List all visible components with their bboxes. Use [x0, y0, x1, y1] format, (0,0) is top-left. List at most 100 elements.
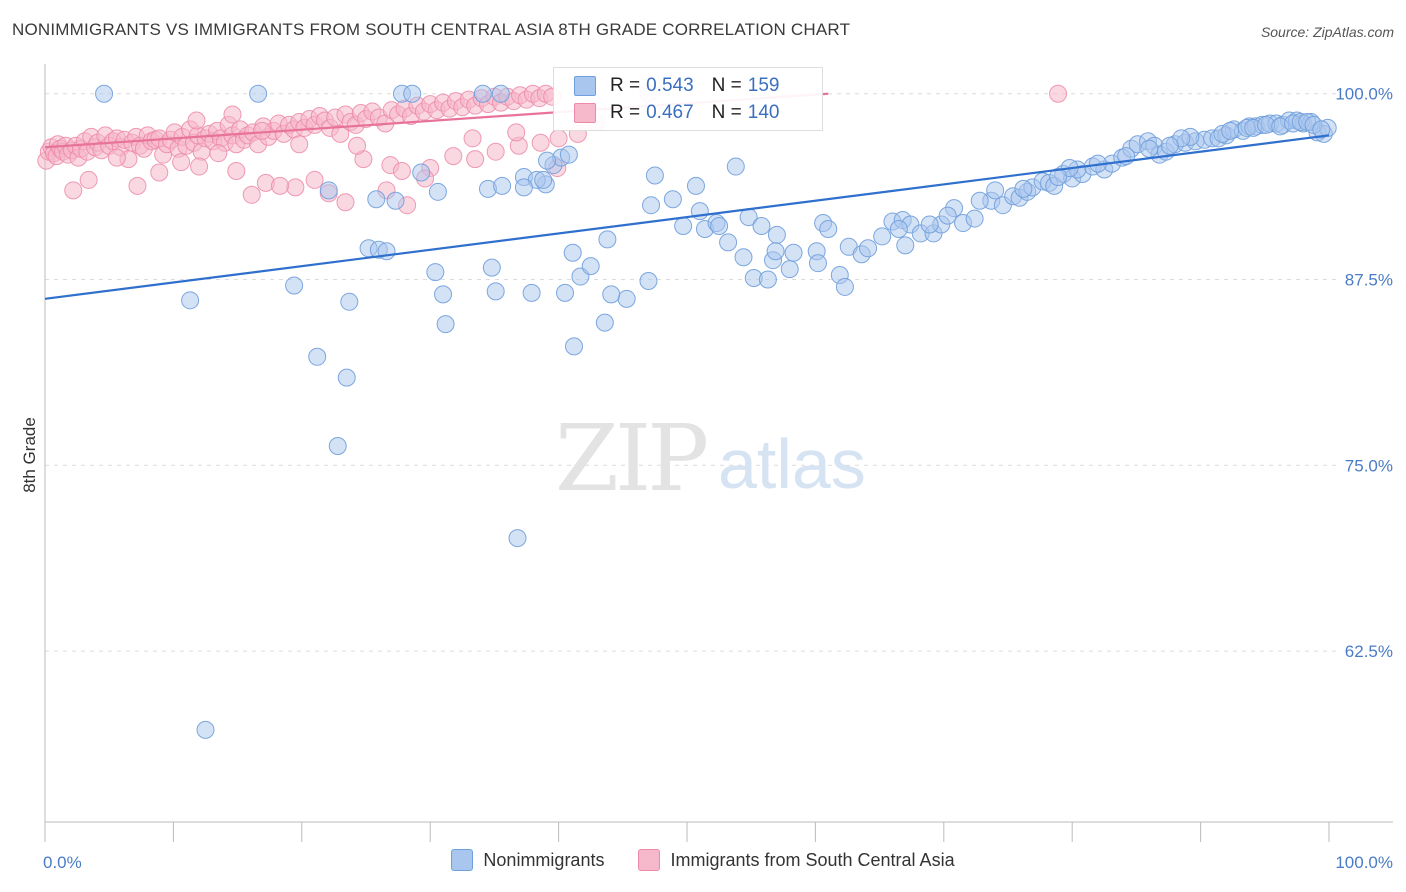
data-point-pink [190, 157, 209, 176]
y-tick-label: 75.0% [1345, 456, 1393, 475]
data-point-pink [270, 176, 289, 195]
data-point-blue [734, 248, 753, 267]
data-point-blue [889, 219, 908, 238]
legend-swatch-blue [451, 849, 474, 871]
y-axis-label: 8th Grade [20, 417, 39, 493]
data-point-blue [645, 166, 664, 185]
data-point-blue [493, 176, 512, 195]
data-point-blue [835, 277, 854, 296]
data-point-blue [508, 529, 527, 548]
data-point-pink [531, 133, 550, 152]
r-value-blue: 0.543 [646, 75, 694, 96]
data-point-pink [242, 185, 261, 204]
data-point-blue [686, 176, 705, 195]
data-point-pink [290, 135, 309, 154]
data-point-blue [819, 219, 838, 238]
data-point-blue [412, 163, 431, 182]
n-label: N = [711, 102, 742, 123]
data-point-blue [340, 292, 359, 311]
data-point-pink [150, 163, 169, 182]
r-label: R = [610, 102, 641, 123]
data-point-pink [305, 170, 324, 189]
r-value-pink: 0.467 [646, 102, 694, 123]
data-point-pink [172, 153, 191, 172]
data-point-pink [486, 142, 505, 161]
legend-item-immigrants[interactable]: Immigrants from South Central Asia [638, 849, 955, 871]
chart-title: NONIMMIGRANTS VS IMMIGRANTS FROM SOUTH C… [12, 20, 851, 39]
x-tick-label: 0.0% [43, 853, 82, 872]
legend-label: Immigrants from South Central Asia [670, 849, 955, 870]
data-point-blue [766, 242, 785, 261]
data-point-blue [514, 178, 533, 197]
data-point-blue [642, 196, 661, 215]
data-point-blue [428, 182, 447, 201]
data-point-pink [107, 148, 126, 167]
data-point-pink [223, 105, 242, 124]
data-point-pink [209, 144, 228, 163]
trendline-blue [44, 134, 1330, 300]
data-point-blue [598, 230, 617, 249]
data-point-blue [556, 283, 575, 302]
data-point-blue [434, 285, 453, 304]
data-point-blue [1140, 139, 1159, 158]
data-point-pink [549, 129, 568, 148]
data-point-pink [336, 193, 355, 212]
data-point-blue [752, 217, 771, 236]
data-point-blue [784, 243, 803, 262]
tick-labels: 100.0% 87.5% 75.0% 62.5% 0.0% 100.0% [43, 85, 1393, 872]
watermark-atlas: atlas [718, 425, 866, 503]
data-point-blue [1049, 167, 1068, 186]
data-point-blue [938, 206, 957, 225]
data-point-blue [196, 720, 215, 739]
data-point-blue [319, 181, 338, 200]
source-label: Source: ZipAtlas.com [1260, 24, 1394, 40]
data-point-blue [181, 291, 200, 310]
data-point-blue [538, 151, 557, 170]
data-point-pink [1049, 84, 1068, 103]
data-point-blue [403, 84, 422, 103]
n-label: N = [711, 75, 742, 96]
legend-swatch-pink [638, 849, 661, 871]
data-point-blue [367, 190, 386, 209]
axes [44, 64, 1393, 842]
data-point-blue [581, 257, 600, 276]
data-point-blue [710, 217, 729, 236]
data-point-blue [970, 191, 989, 210]
data-point-blue [522, 283, 541, 302]
stats-row-blue: R = 0.543 N = 159 [574, 73, 779, 99]
data-point-blue [896, 236, 915, 255]
data-point-blue [1014, 179, 1033, 198]
blue-series-points [95, 84, 1337, 739]
data-point-blue [482, 258, 501, 277]
data-point-blue [780, 260, 799, 279]
data-point-pink [64, 181, 83, 200]
data-point-pink [331, 124, 350, 143]
data-point-pink [286, 178, 305, 197]
watermark: ZIP atlas [555, 405, 866, 512]
stats-swatch-blue [574, 76, 596, 96]
data-point-pink [348, 136, 367, 155]
data-point-blue [95, 84, 114, 103]
watermark-zip: ZIP [555, 405, 706, 512]
r-label: R = [610, 75, 641, 96]
data-point-pink [463, 129, 482, 148]
data-point-blue [285, 276, 304, 295]
data-point-blue [486, 282, 505, 301]
data-point-blue [758, 270, 777, 289]
n-value-blue: 159 [747, 75, 780, 96]
n-value-pink: 140 [747, 102, 780, 123]
data-point-blue [473, 84, 492, 103]
data-point-blue [563, 243, 582, 262]
data-point-blue [491, 84, 510, 103]
data-point-pink [466, 150, 485, 169]
legend-item-nonimmigrants[interactable]: Nonimmigrants [451, 849, 604, 871]
data-point-blue [719, 233, 738, 252]
data-point-pink [392, 162, 411, 181]
data-point-pink [227, 162, 246, 181]
data-point-blue [337, 368, 356, 387]
data-point-blue [426, 263, 445, 282]
stats-row-pink: R = 0.467 N = 140 [574, 100, 779, 126]
y-tick-label: 62.5% [1345, 642, 1393, 661]
data-point-pink [187, 111, 206, 130]
